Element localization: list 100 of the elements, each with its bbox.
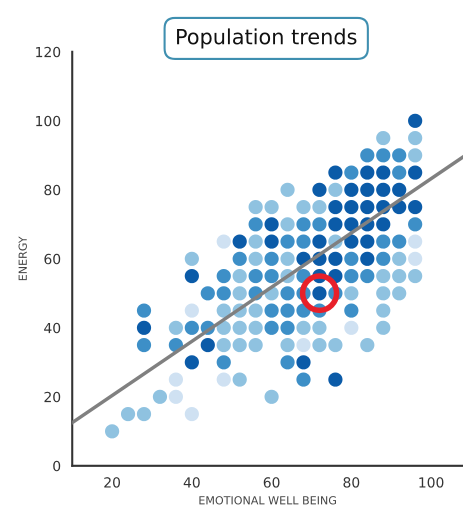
point <box>376 148 390 162</box>
point <box>264 303 279 318</box>
point <box>360 268 374 284</box>
point <box>248 320 263 335</box>
point <box>312 234 327 249</box>
x-tick-label: 20 <box>104 477 120 488</box>
point <box>296 217 311 232</box>
point <box>344 200 358 214</box>
x-tick-label: 40 <box>184 477 200 488</box>
y-tick-label: 40 <box>44 322 60 334</box>
point <box>312 320 327 335</box>
point <box>168 372 184 387</box>
point <box>296 338 311 352</box>
point <box>296 234 311 249</box>
point <box>360 165 374 180</box>
point <box>280 355 295 370</box>
point <box>392 182 406 197</box>
point <box>328 372 343 387</box>
point <box>392 234 406 249</box>
point <box>328 252 343 266</box>
point <box>232 372 247 387</box>
point <box>408 217 422 232</box>
point <box>232 338 247 352</box>
point <box>280 303 295 318</box>
point <box>392 252 406 266</box>
point <box>344 182 358 197</box>
point <box>248 338 263 352</box>
point <box>408 130 422 146</box>
point <box>360 182 374 197</box>
point <box>408 148 422 162</box>
point <box>408 234 422 249</box>
point <box>328 200 343 214</box>
point <box>136 303 152 318</box>
point <box>152 390 168 404</box>
point <box>344 303 358 318</box>
point <box>216 268 231 284</box>
point <box>376 268 390 284</box>
point <box>264 217 279 232</box>
point <box>344 165 358 180</box>
point <box>376 286 390 300</box>
point <box>296 355 311 370</box>
point <box>296 200 311 214</box>
point <box>280 234 295 249</box>
point <box>136 320 152 335</box>
point <box>280 182 295 197</box>
point <box>184 355 199 370</box>
point <box>184 406 199 422</box>
point <box>264 234 279 249</box>
x-axis-title: EMOTIONAL WELL BEING <box>199 496 336 505</box>
point <box>264 390 279 404</box>
point <box>280 286 295 300</box>
x-tick-label: 60 <box>264 477 280 488</box>
point <box>168 320 184 335</box>
point <box>264 268 279 284</box>
point <box>328 338 343 352</box>
point <box>360 338 374 352</box>
point <box>312 182 327 197</box>
point <box>248 252 263 266</box>
point <box>136 406 152 422</box>
point <box>376 303 390 318</box>
point <box>184 252 199 266</box>
point <box>328 165 343 180</box>
point <box>328 182 343 197</box>
point <box>376 217 390 232</box>
point <box>232 286 247 300</box>
point <box>280 252 295 266</box>
point <box>232 234 247 249</box>
point <box>392 165 406 180</box>
point <box>408 165 422 180</box>
point <box>248 303 263 318</box>
point <box>296 372 311 387</box>
point <box>104 424 120 438</box>
point <box>248 217 263 232</box>
point <box>376 165 390 180</box>
point <box>232 252 247 266</box>
point <box>344 252 358 266</box>
point <box>360 148 374 162</box>
point <box>184 268 199 284</box>
chart-title: Population trends <box>177 28 356 49</box>
y-tick-label: 20 <box>44 392 60 402</box>
point <box>264 252 279 266</box>
point <box>232 268 247 284</box>
point <box>376 130 390 146</box>
point <box>216 234 231 249</box>
point <box>312 338 327 352</box>
point <box>344 234 358 249</box>
point <box>312 217 327 232</box>
point <box>408 114 422 128</box>
point <box>344 268 358 284</box>
point <box>280 217 295 232</box>
point <box>248 200 263 214</box>
point <box>200 286 215 300</box>
point <box>200 338 215 352</box>
point <box>392 148 406 162</box>
point <box>168 390 184 404</box>
point <box>344 320 358 335</box>
point <box>216 355 231 370</box>
point <box>248 234 263 249</box>
point <box>360 234 374 249</box>
point <box>280 320 295 335</box>
